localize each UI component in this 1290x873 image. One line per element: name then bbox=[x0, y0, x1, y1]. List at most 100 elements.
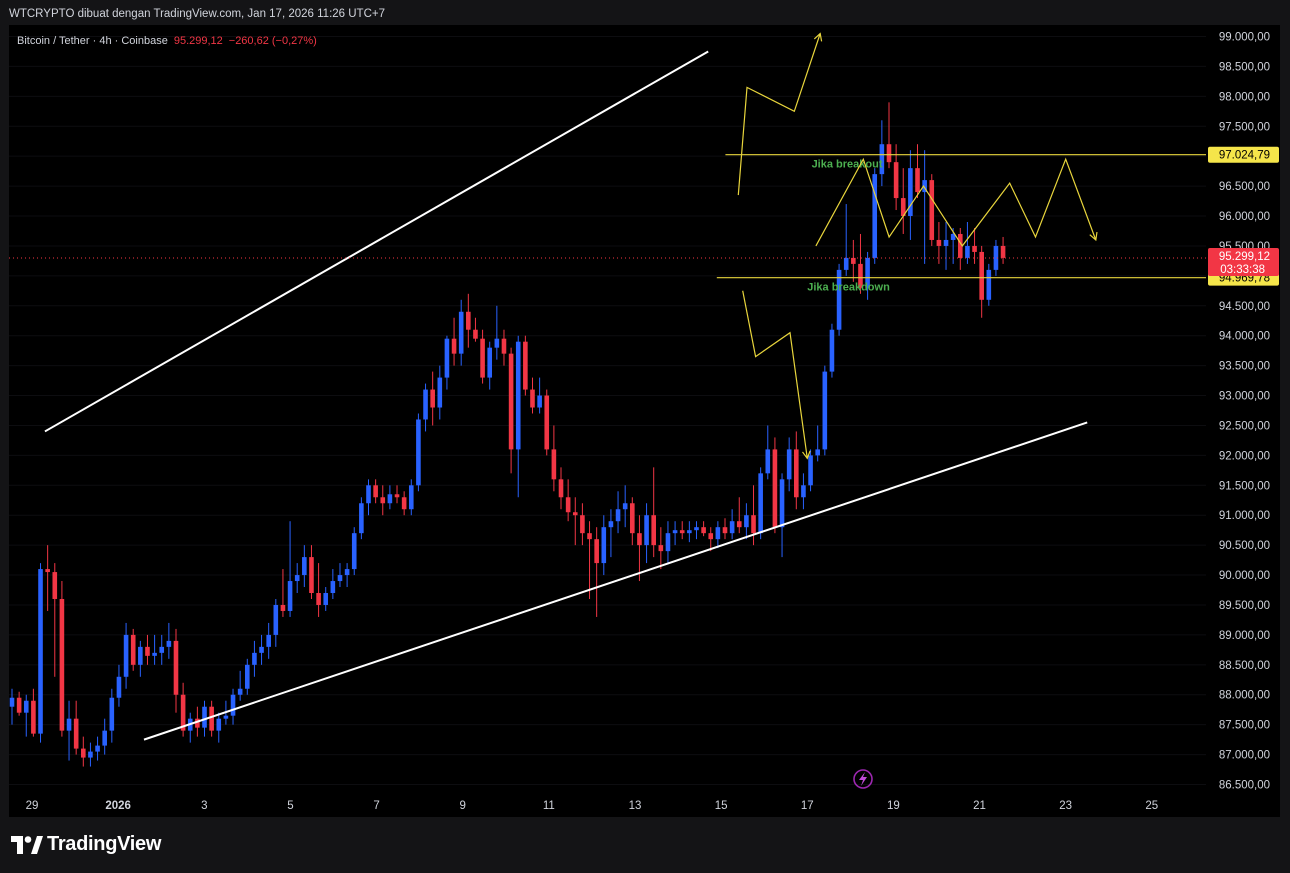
candle[interactable] bbox=[180, 682, 186, 737]
candle[interactable] bbox=[138, 640, 143, 677]
candle[interactable] bbox=[786, 437, 792, 492]
channel-lower-line[interactable] bbox=[143, 421, 1088, 741]
candle[interactable] bbox=[216, 712, 222, 743]
candle[interactable] bbox=[551, 425, 557, 492]
candle[interactable] bbox=[280, 569, 286, 617]
candle[interactable] bbox=[965, 222, 970, 264]
candle[interactable] bbox=[822, 365, 828, 456]
candle[interactable] bbox=[658, 527, 664, 570]
candle[interactable] bbox=[116, 664, 122, 707]
candle[interactable] bbox=[594, 527, 599, 617]
candle[interactable] bbox=[23, 694, 29, 737]
candle[interactable] bbox=[394, 485, 400, 504]
candle[interactable] bbox=[879, 120, 885, 187]
candle[interactable] bbox=[423, 383, 428, 432]
candle[interactable] bbox=[630, 497, 635, 546]
scenario-breakout-up-path[interactable] bbox=[737, 33, 821, 196]
candle[interactable] bbox=[230, 688, 236, 725]
candle[interactable] bbox=[722, 518, 728, 540]
candle[interactable] bbox=[694, 521, 699, 540]
candle[interactable] bbox=[872, 168, 878, 264]
candle[interactable] bbox=[701, 521, 706, 537]
candle[interactable] bbox=[259, 634, 264, 665]
candle[interactable] bbox=[608, 509, 614, 558]
candle[interactable] bbox=[544, 389, 550, 456]
candle[interactable] bbox=[829, 323, 835, 378]
candle[interactable] bbox=[266, 622, 271, 659]
candle[interactable] bbox=[865, 251, 870, 300]
candle[interactable] bbox=[430, 371, 435, 426]
candle[interactable] bbox=[900, 168, 906, 234]
candle[interactable] bbox=[287, 521, 293, 617]
lightning-icon[interactable] bbox=[853, 769, 873, 789]
candle[interactable] bbox=[451, 317, 457, 366]
candle[interactable] bbox=[9, 688, 15, 725]
candle[interactable] bbox=[387, 485, 393, 510]
candle[interactable] bbox=[366, 479, 371, 516]
candle[interactable] bbox=[73, 700, 79, 755]
scenario-breakdown-path[interactable] bbox=[742, 290, 808, 459]
candle[interactable] bbox=[123, 622, 129, 689]
candle[interactable] bbox=[309, 545, 314, 599]
candle[interactable] bbox=[808, 449, 813, 492]
candle[interactable] bbox=[444, 335, 450, 390]
price-chart[interactable]: Jika breakout Jika breakdown 86.500,00 87.… bbox=[9, 25, 1280, 817]
candle[interactable] bbox=[523, 335, 528, 396]
candle[interactable] bbox=[81, 736, 86, 767]
candle[interactable] bbox=[565, 479, 571, 522]
candle[interactable] bbox=[615, 491, 621, 534]
candle[interactable] bbox=[637, 515, 642, 582]
candle[interactable] bbox=[294, 563, 300, 594]
candle[interactable] bbox=[52, 563, 58, 677]
candle[interactable] bbox=[31, 688, 36, 737]
candle[interactable] bbox=[729, 509, 735, 540]
candle[interactable] bbox=[508, 347, 514, 474]
candle[interactable] bbox=[744, 503, 749, 540]
candle[interactable] bbox=[466, 293, 471, 348]
candle[interactable] bbox=[893, 144, 899, 211]
candle[interactable] bbox=[59, 581, 65, 737]
candle[interactable] bbox=[437, 365, 443, 420]
candle[interactable] bbox=[480, 329, 485, 384]
candle[interactable] bbox=[601, 515, 607, 576]
candle[interactable] bbox=[323, 587, 329, 611]
candle[interactable] bbox=[209, 700, 214, 737]
candle[interactable] bbox=[651, 467, 656, 558]
candle[interactable] bbox=[1000, 236, 1006, 264]
candle[interactable] bbox=[159, 634, 165, 665]
candle[interactable] bbox=[772, 437, 778, 534]
candle[interactable] bbox=[929, 174, 935, 246]
candle[interactable] bbox=[580, 503, 585, 546]
candle[interactable] bbox=[972, 227, 977, 264]
candle[interactable] bbox=[373, 479, 378, 504]
candle[interactable] bbox=[836, 263, 842, 336]
candle[interactable] bbox=[16, 691, 22, 716]
candle[interactable] bbox=[515, 335, 521, 498]
candle[interactable] bbox=[45, 545, 50, 611]
candle[interactable] bbox=[687, 521, 692, 543]
candle[interactable] bbox=[993, 239, 999, 276]
candle[interactable] bbox=[38, 563, 43, 743]
candle[interactable] bbox=[679, 521, 685, 540]
candle[interactable] bbox=[302, 545, 307, 588]
candle[interactable] bbox=[494, 305, 500, 360]
candle[interactable] bbox=[145, 634, 150, 665]
candle[interactable] bbox=[851, 239, 856, 282]
candle[interactable] bbox=[736, 497, 742, 534]
candle[interactable] bbox=[537, 377, 542, 414]
candle[interactable] bbox=[351, 527, 357, 576]
candle[interactable] bbox=[622, 485, 628, 528]
candle[interactable] bbox=[815, 425, 820, 462]
candle[interactable] bbox=[130, 628, 136, 671]
candle[interactable] bbox=[237, 670, 243, 701]
candle[interactable] bbox=[152, 634, 157, 665]
candle[interactable] bbox=[715, 521, 721, 549]
channel-upper-line[interactable] bbox=[44, 50, 709, 433]
candle[interactable] bbox=[166, 622, 172, 659]
tradingview-logo[interactable]: TradingView bbox=[11, 833, 161, 856]
candle[interactable] bbox=[665, 521, 671, 564]
candle[interactable] bbox=[587, 521, 592, 599]
candle[interactable] bbox=[359, 497, 364, 540]
candle[interactable] bbox=[908, 150, 913, 240]
candle[interactable] bbox=[858, 233, 863, 294]
